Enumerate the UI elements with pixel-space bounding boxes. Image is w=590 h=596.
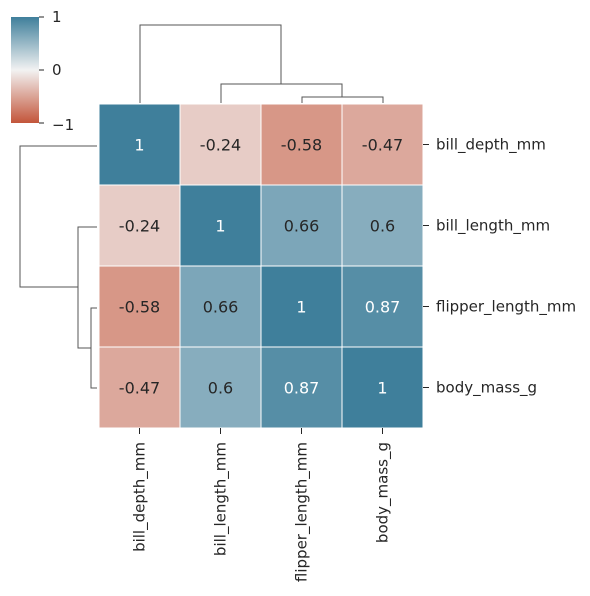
heatmap-cell-label-r0-c2: -0.58 <box>281 136 322 155</box>
col-label-bill-depth-mm: bill_depth_mm <box>131 442 150 552</box>
row-labels: bill_depth_mm bill_length_mm flipper_lengt… <box>423 136 576 398</box>
heatmap-cell-label-r3-c0: -0.47 <box>119 379 160 398</box>
heatmap-cell-r0-c0 <box>98 103 181 186</box>
col-dendro-link-middle <box>220 83 343 103</box>
heatmap-cell-r3-c3 <box>341 346 424 429</box>
row-dendro-link-inner <box>90 307 97 389</box>
heatmap-cell-r3-c2 <box>260 346 343 429</box>
col-dendro-link-inner <box>301 96 384 103</box>
heatmap-cell-r3-c0 <box>98 346 181 429</box>
heatmap-cell-r0-c1 <box>179 103 262 186</box>
row-dendrogram <box>19 145 97 389</box>
colorbar-tick-label-0: 0 <box>52 61 62 79</box>
column-dendrogram <box>139 24 384 103</box>
heatmap-cell-label-r0-c0: 1 <box>134 136 144 155</box>
heatmap-cell-r2-c3 <box>341 265 424 348</box>
row-label-body-mass-g: body_mass_g <box>436 379 537 398</box>
colorbar-tick-label-neg1: −1 <box>52 116 74 134</box>
heatmap-cell-r1-c3 <box>341 184 424 267</box>
heatmap-cell-label-r3-c2: 0.87 <box>284 379 320 398</box>
heatmap-cell-label-r1-c1: 1 <box>215 217 225 236</box>
col-label-flipper-length-mm: flipper_length_mm <box>293 442 312 582</box>
col-label-body-mass-g: body_mass_g <box>374 442 393 543</box>
heatmap-cell-r0-c2 <box>260 103 343 186</box>
row-label-bill-length-mm: bill_length_mm <box>436 217 550 236</box>
col-dendro-link-root <box>139 24 282 103</box>
heatmap-cell-label-r3-c3: 1 <box>377 379 387 398</box>
heatmap-cell-label-r2-c1: 0.66 <box>203 298 239 317</box>
heatmap-cell-label-r0-c3: -0.47 <box>362 136 403 155</box>
heatmap-cell-label-r3-c1: 0.6 <box>208 379 233 398</box>
heatmap-cell-label-r1-c0: -0.24 <box>119 217 160 236</box>
heatmap-cell-r2-c1 <box>179 265 262 348</box>
heatmap-cell-r3-c1 <box>179 346 262 429</box>
heatmap-cell-label-r2-c3: 0.87 <box>365 298 401 317</box>
column-labels: bill_depth_mm bill_length_mm flipper_lengt… <box>131 428 393 582</box>
col-label-bill-length-mm: bill_length_mm <box>212 442 231 556</box>
heatmap-cell-label-r2-c2: 1 <box>296 298 306 317</box>
heatmap-cell-r1-c2 <box>260 184 343 267</box>
row-dendro-link-middle <box>77 226 97 349</box>
row-label-bill-depth-mm: bill_depth_mm <box>436 136 546 155</box>
row-dendro-link-root <box>19 145 97 288</box>
heatmap: 1 -0.24 -0.58 -0.47 -0.24 1 0.66 0.6 -0.58 0.66 1 0… <box>98 103 424 429</box>
heatmap-cell-label-r0-c1: -0.24 <box>200 136 241 155</box>
row-label-flipper-length-mm: flipper_length_mm <box>436 298 576 317</box>
colorbar: 1 0 −1 <box>11 8 74 134</box>
heatmap-cell-label-r1-c2: 0.66 <box>284 217 320 236</box>
heatmap-cell-label-r2-c0: -0.58 <box>119 298 160 317</box>
heatmap-cell-r2-c0 <box>98 265 181 348</box>
heatmap-cell-label-r1-c3: 0.6 <box>370 217 395 236</box>
colorbar-gradient <box>11 17 39 123</box>
colorbar-tick-label-1: 1 <box>52 8 62 26</box>
